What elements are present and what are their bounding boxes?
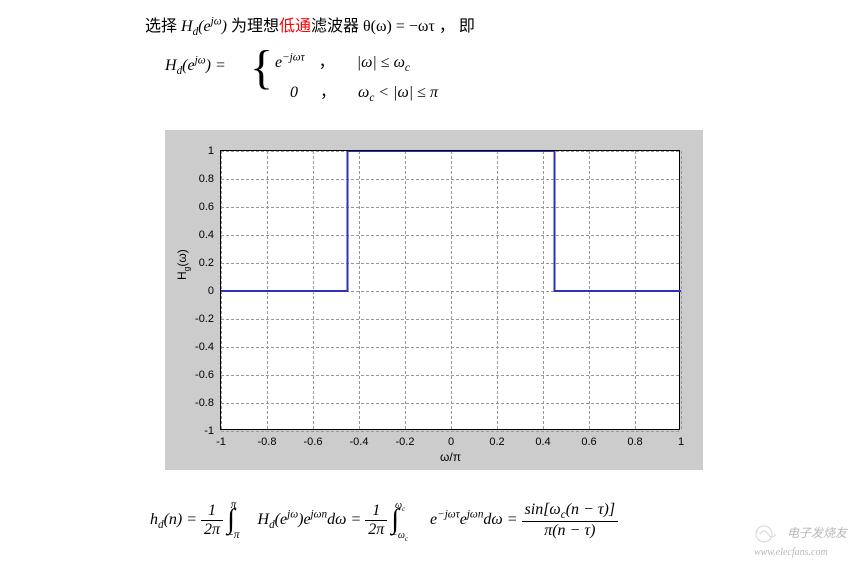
xtick-label: -0.6 [304, 436, 323, 448]
ytick-label: -1 [184, 425, 214, 437]
xtick-label: 1 [678, 436, 684, 448]
xtick-label: 0.2 [489, 436, 504, 448]
piecewise-row2: 0 ， ωc < |ω| ≤ π [290, 78, 438, 104]
piecewise-formula: Hd(ejω) = [165, 55, 226, 78]
piecewise-row1: e−jωτ ， |ω| ≤ ωc [275, 48, 410, 74]
chart-plot-area: -1-0.8-0.6-0.4-0.200.20.40.60.81-1-0.8-0… [220, 150, 680, 430]
x-axis-label: ω/π [440, 450, 461, 464]
ytick-label: -0.6 [184, 369, 214, 381]
watermark: 电子发烧友 www.elecfans.com [754, 524, 847, 559]
xtick-label: 0.6 [581, 436, 596, 448]
red-text: 低通 [279, 18, 311, 35]
grid-v [681, 151, 682, 429]
watermark-icon [754, 524, 784, 544]
brace-icon: { [250, 40, 273, 95]
intro-text: 选择 Hd(ejω) 为理想低通滤波器 θ(ω) = −ωτ ， 即 [145, 12, 475, 38]
ytick-label: 0.4 [184, 229, 214, 241]
ytick-label: 0.8 [184, 173, 214, 185]
xtick-label: 0 [448, 436, 454, 448]
y-axis-label: Hg(ω) [175, 249, 191, 280]
chart-line [221, 151, 681, 431]
xtick-label: -1 [216, 436, 226, 448]
bottom-formula: hd(n) = 12π ∫π−π Hd(ejω)ejωndω = 12π ∫ωc… [150, 500, 618, 540]
ytick-label: -0.8 [184, 397, 214, 409]
ytick-label: 1 [184, 145, 214, 157]
ytick-label: 0 [184, 285, 214, 297]
chart-panel: -1 -0.8 -0.6 -0.4 -0.2 0 0.2 0.4 0.6 0.8 1 -1 -0.8 -0… [165, 130, 703, 470]
ytick-label: -0.2 [184, 313, 214, 325]
xtick-label: 0.8 [627, 436, 642, 448]
xtick-label: -0.4 [350, 436, 369, 448]
ytick-label: -0.4 [184, 341, 214, 353]
xtick-label: -0.2 [396, 436, 415, 448]
xtick-label: -0.8 [258, 436, 277, 448]
ytick-label: 0.6 [184, 201, 214, 213]
xtick-label: 0.4 [535, 436, 550, 448]
grid-h [221, 431, 679, 432]
t1: 选择 [145, 18, 181, 35]
